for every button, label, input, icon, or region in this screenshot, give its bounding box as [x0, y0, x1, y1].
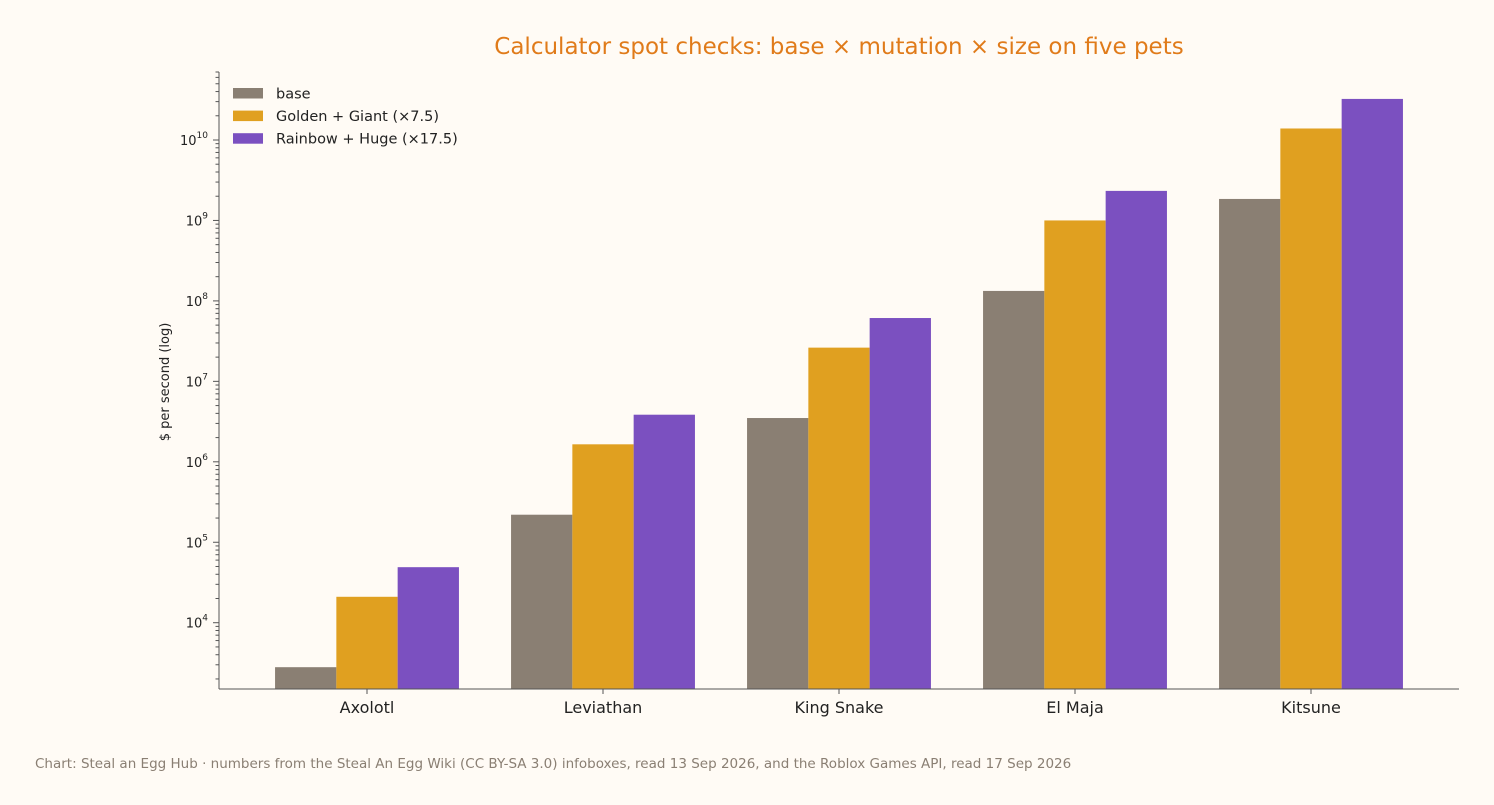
- bar-axolotl-series-2: [397, 567, 459, 689]
- legend-label: Rainbow + Huge (×17.5): [276, 132, 458, 148]
- y-tick-label: 106: [186, 453, 209, 471]
- legend-swatch: [233, 88, 263, 99]
- bar-axolotl-series-1: [336, 596, 398, 689]
- x-tick-label: King Snake: [795, 698, 884, 717]
- y-tick-label: 1010: [180, 131, 208, 149]
- y-tick-label: 104: [186, 614, 209, 632]
- x-ticks: Axolotl Leviathan King Snake El Maja Kitsune: [340, 689, 1341, 717]
- bar-leviathan-series-0: [511, 514, 573, 689]
- legend: base Golden + Giant (×7.5) Rainbow + Huge …: [233, 87, 458, 148]
- bar-el-maja-series-0: [983, 290, 1045, 689]
- y-tick-label: 108: [186, 292, 209, 310]
- bar-king-snake-series-0: [747, 418, 809, 689]
- bars-layer: [275, 98, 1403, 690]
- bar-kitsune-series-0: [1219, 198, 1281, 689]
- y-ticks: 104 105 106 107 108 109 1010: [180, 71, 219, 680]
- bar-king-snake-series-1: [808, 347, 870, 689]
- bar-leviathan-series-2: [633, 414, 695, 689]
- bar-kitsune-series-1: [1280, 128, 1342, 690]
- bar-kitsune-series-2: [1341, 98, 1403, 690]
- y-tick-label: 109: [186, 211, 209, 229]
- legend-label: base: [276, 87, 311, 103]
- chart-title: Calculator spot checks: base × mutation …: [494, 34, 1183, 60]
- x-tick-label: Leviathan: [564, 698, 643, 717]
- source-note: Chart: Steal an Egg Hub · numbers from t…: [35, 756, 1071, 772]
- bar-el-maja-series-2: [1105, 190, 1167, 689]
- x-tick-label: Kitsune: [1281, 698, 1341, 717]
- y-tick-label: 105: [186, 533, 208, 551]
- y-axis-label: $ per second (log): [158, 323, 173, 442]
- legend-swatch: [233, 133, 263, 144]
- y-tick-label: 107: [186, 372, 208, 390]
- bar-axolotl-series-0: [275, 667, 337, 689]
- bar-leviathan-series-1: [572, 444, 634, 689]
- bar-king-snake-series-2: [869, 318, 931, 689]
- bar-el-maja-series-1: [1044, 220, 1106, 689]
- x-tick-label: El Maja: [1046, 698, 1104, 717]
- legend-label: Golden + Giant (×7.5): [276, 109, 439, 125]
- legend-swatch: [233, 110, 263, 122]
- x-tick-label: Axolotl: [340, 698, 395, 717]
